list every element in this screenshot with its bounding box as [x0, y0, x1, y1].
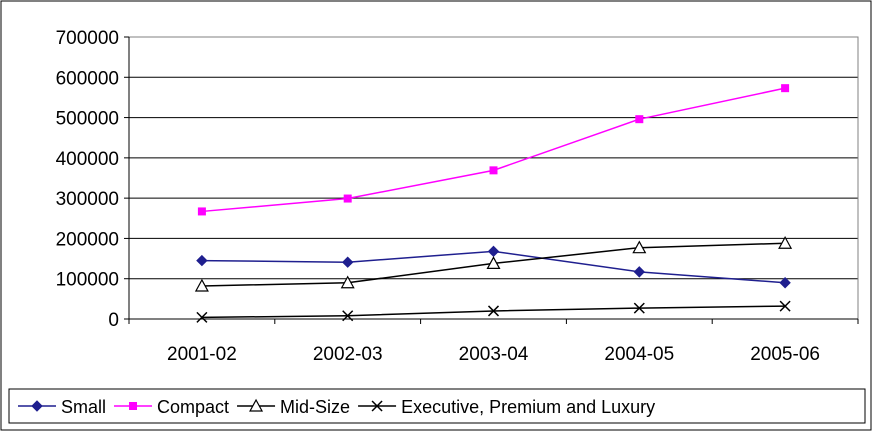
data-point-mid-size [194, 278, 209, 292]
series-layer [194, 84, 793, 323]
y-tick-label: 400000 [56, 149, 119, 170]
y-tick-label: 500000 [56, 109, 119, 130]
data-point-compact [489, 166, 498, 175]
y-tick-label: 0 [108, 310, 119, 331]
data-point-mid-size [778, 236, 793, 249]
series-compact [197, 84, 790, 216]
x-tick-label: 2001-02 [167, 344, 237, 365]
legend-label-small: Small [61, 397, 106, 417]
data-point-small [779, 277, 791, 289]
data-point-mid-size [632, 240, 647, 254]
legend: Small Compact Mid-Size Executive, Premium a… [8, 388, 866, 424]
data-point-executive-premium-and-luxury [487, 305, 500, 317]
x-tick-label: 2004-05 [604, 344, 674, 365]
axes: 0 100000 200000 300000 400000 500000 600000 700… [56, 28, 859, 365]
data-point-small [633, 266, 646, 278]
x-tick-label: 2003-04 [459, 344, 529, 365]
legend-label-mid-size: Mid-Size [280, 397, 350, 417]
data-point-compact [343, 194, 352, 203]
y-tick-label: 600000 [56, 68, 119, 89]
data-point-compact [197, 207, 206, 216]
series-executive-premium-and-luxury [196, 300, 791, 323]
legend-marker-mid-size [249, 398, 264, 412]
legend-label-compact: Compact [157, 397, 229, 417]
data-point-executive-premium-and-luxury [779, 300, 791, 312]
data-point-small [341, 256, 354, 268]
data-point-mid-size [340, 275, 355, 289]
legend-box [8, 388, 866, 424]
y-tick-label: 100000 [56, 270, 119, 291]
data-point-executive-premium-and-luxury [342, 310, 354, 322]
y-tick-label: 700000 [56, 28, 119, 49]
y-tick-label: 200000 [56, 229, 119, 250]
data-point-compact [781, 84, 790, 93]
y-tick-label: 300000 [56, 189, 119, 210]
data-point-small [196, 254, 208, 267]
legend-marker-executive-premium-and-luxury [371, 400, 383, 412]
series-mid-size [194, 236, 793, 292]
legend-label-executive-premium-and-luxury: Executive, Premium and Luxury [401, 397, 655, 417]
x-tick-label: 2005-06 [750, 344, 820, 365]
data-point-compact [635, 115, 644, 124]
x-tick-label: 2002-03 [313, 344, 383, 365]
data-point-mid-size [486, 256, 501, 270]
series-small [196, 245, 791, 289]
data-point-executive-premium-and-luxury [633, 302, 645, 314]
legend-marker-small [31, 400, 43, 412]
legend-marker-compact [129, 402, 138, 410]
data-point-executive-premium-and-luxury [196, 311, 208, 323]
